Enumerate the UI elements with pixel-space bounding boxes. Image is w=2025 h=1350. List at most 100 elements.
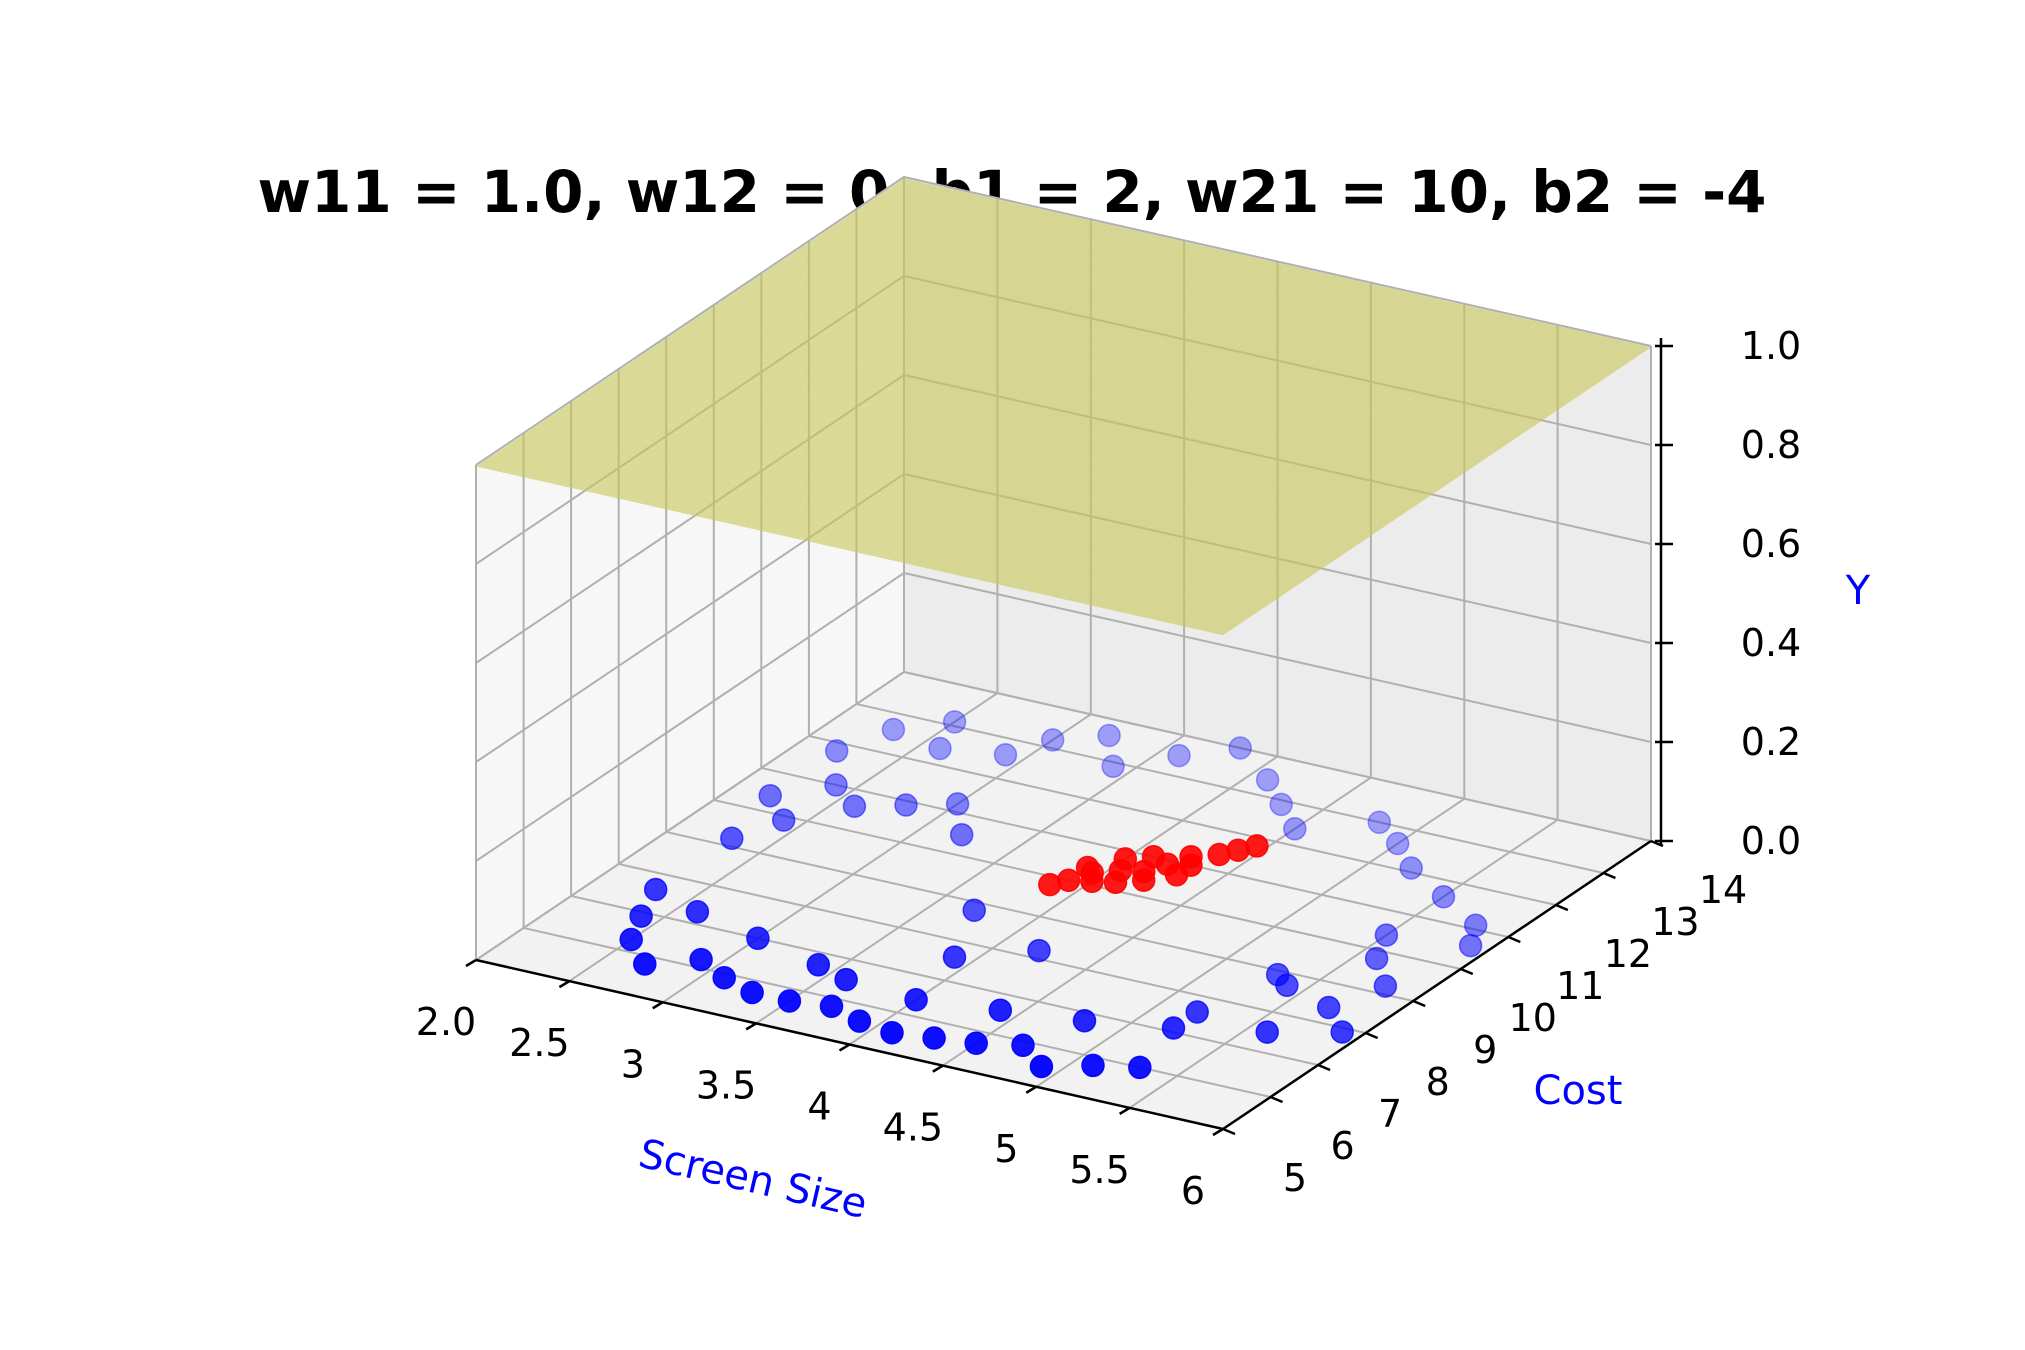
surface-patch — [1231, 300, 1268, 320]
surface-patch — [993, 460, 1030, 480]
surface-patch — [1115, 445, 1152, 465]
surface-patch — [1298, 422, 1336, 442]
surface-patch — [1182, 310, 1219, 330]
surface-patch — [1048, 579, 1085, 599]
surface-patch — [693, 371, 730, 391]
y-tick-label: 6 — [1331, 1124, 1355, 1168]
surface-patch — [1093, 247, 1130, 267]
surface-patch — [1119, 275, 1156, 294]
surface-patch — [853, 364, 890, 384]
surface-patch — [821, 464, 858, 484]
surface-patch — [1051, 387, 1088, 407]
surface-patch — [1133, 556, 1170, 576]
surface-patch — [1279, 290, 1316, 309]
surface-patch — [1120, 531, 1157, 551]
surface-patch — [899, 546, 936, 565]
surface-patch — [600, 478, 637, 498]
scatter-front — [619, 877, 1354, 1080]
surface-patch — [911, 313, 949, 333]
scatter-point — [1399, 856, 1423, 880]
surface-patch — [488, 453, 525, 473]
surface-patch — [642, 338, 679, 358]
surface-patch — [936, 319, 973, 339]
grid-line-z — [475, 571, 1652, 862]
surface-patch — [1340, 282, 1378, 302]
surface-patch — [524, 440, 561, 459]
surface-patch — [1197, 356, 1234, 376]
surface-patch — [854, 386, 891, 405]
surface-patch — [713, 290, 750, 310]
surface-patch — [1409, 426, 1447, 446]
surface-patch — [1371, 396, 1408, 416]
surface-patch — [967, 433, 1004, 452]
surface-patch — [1116, 466, 1153, 486]
surface-patch — [994, 246, 1031, 266]
surface-patch — [1339, 496, 1376, 515]
surface-patch — [962, 346, 999, 366]
surface-patch — [1148, 367, 1185, 386]
surface-patch — [1122, 339, 1159, 359]
surface-patch — [1020, 274, 1057, 293]
surface-patch — [696, 436, 733, 455]
surface-patch — [1577, 336, 1614, 355]
surface-patch — [871, 240, 908, 260]
surface-patch — [1238, 451, 1276, 471]
surface-patch — [1216, 254, 1253, 274]
surface-patch — [1079, 458, 1116, 478]
surface-patch — [1047, 558, 1084, 577]
surface-patch — [929, 424, 967, 444]
surface-patch — [686, 476, 723, 496]
surface-patch — [547, 402, 584, 422]
surface-patch — [736, 487, 773, 507]
surface-patch — [1531, 389, 1568, 409]
surface-patch — [1080, 480, 1117, 499]
scatter-point — [904, 987, 928, 1012]
surface-patch — [800, 310, 838, 329]
surface-patch — [850, 321, 887, 341]
surface-patch — [1466, 332, 1503, 352]
surface-patch — [1046, 301, 1083, 321]
scatter-point — [880, 1020, 904, 1045]
surface-patch — [1408, 404, 1445, 424]
surface-patch — [1022, 552, 1059, 572]
scatter-point — [1141, 844, 1166, 869]
surface-patch — [1309, 382, 1346, 401]
surface-patch — [1366, 309, 1404, 329]
surface-patch — [1209, 359, 1246, 379]
surface-patch — [903, 397, 941, 417]
surface-patch — [935, 297, 972, 317]
surface-patch — [1107, 293, 1144, 313]
surface-patch — [1228, 257, 1266, 276]
surface-patch — [941, 405, 978, 425]
surface-patch — [1123, 596, 1160, 616]
surface-patch — [1289, 484, 1327, 504]
surface-patch — [1386, 442, 1423, 462]
surface-patch — [1171, 329, 1208, 349]
surface-patch — [1131, 513, 1168, 532]
surface-patch — [1193, 291, 1230, 311]
surface-patch — [618, 354, 655, 374]
surface-patch — [1553, 352, 1590, 371]
surface-patch — [885, 521, 922, 541]
surface-patch — [1300, 444, 1337, 464]
surface-patch — [1400, 488, 1437, 508]
surface-patch — [979, 435, 1016, 455]
surface-patch — [1116, 231, 1153, 251]
surface-patch — [1421, 407, 1458, 427]
surface-patch — [796, 458, 833, 478]
surface-patch — [1033, 277, 1070, 296]
surface-patch — [624, 462, 661, 482]
surface-patch — [1125, 404, 1162, 424]
surface-patch — [1380, 334, 1417, 353]
surface-patch — [1185, 375, 1222, 395]
x-tick-mark — [1118, 1106, 1131, 1115]
surface-patch — [1138, 407, 1175, 427]
surface-patch — [1491, 337, 1528, 357]
surface-patch — [1035, 555, 1072, 575]
surface-patch — [1373, 439, 1410, 459]
surface-patch — [1097, 569, 1134, 589]
surface-patch — [631, 357, 668, 377]
surface-patch — [654, 341, 692, 361]
scatter-point — [746, 926, 770, 951]
surface-patch — [1420, 385, 1457, 405]
